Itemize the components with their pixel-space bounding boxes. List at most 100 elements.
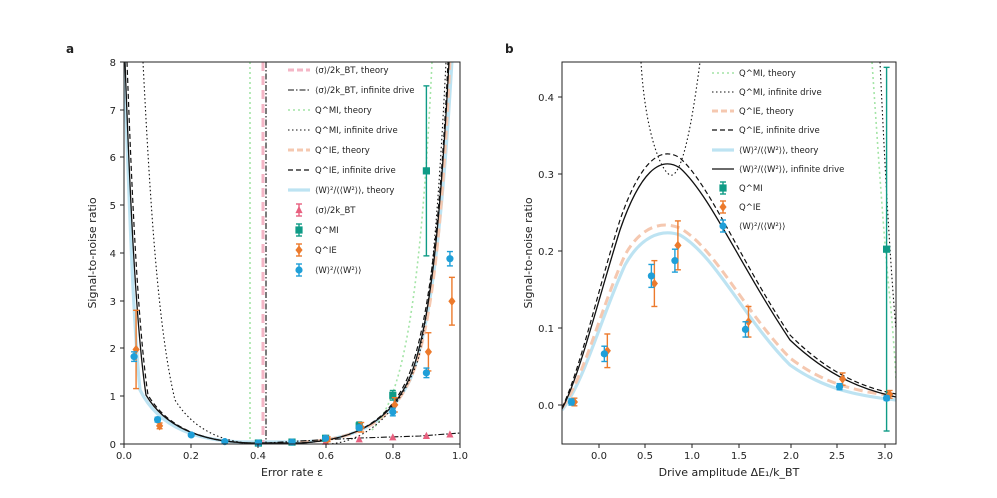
- a-legend-7: ⟨σ⟩/2k_BT: [315, 206, 356, 216]
- a-legend-markers: [295, 203, 303, 277]
- panel-b: b 0.0 0.5: [505, 42, 897, 479]
- a-ytick-6: 6: [110, 153, 116, 164]
- b-legend-4: ⟨W⟩²/⟨⟨W²⟩⟩, theory: [739, 146, 818, 156]
- a-point-0-2: [389, 433, 397, 441]
- panel-a-markers: [130, 85, 456, 447]
- a-point-3-6: [322, 434, 330, 442]
- a-point-2-4: [391, 400, 399, 410]
- b-legend-markers: [719, 181, 727, 233]
- a-legend-3: Q^MI, infinite drive: [315, 126, 398, 136]
- b-ytick-4: 0.4: [538, 93, 554, 104]
- panel-a: a: [66, 42, 468, 479]
- b-point-2-5: [835, 383, 844, 391]
- panel-b-markers: [567, 66, 894, 432]
- b-legend-3: Q^IE, infinite drive: [739, 126, 820, 136]
- b-curve-mi-infinite: [640, 62, 701, 176]
- a-curve-ie-infinite: [126, 62, 449, 444]
- panel-b-y-axis: 0.0 0.1 0.2 0.3 0.4 Signal-to-noise rati…: [522, 93, 562, 412]
- a-point-0-1: [355, 435, 363, 443]
- a-legend-marker-1: [295, 226, 303, 234]
- a-point-3-7: [355, 424, 363, 432]
- a-point-3-8: [389, 408, 397, 416]
- b-point-2-6: [882, 394, 891, 402]
- a-ylabel: Signal-to-noise ratio: [86, 197, 99, 308]
- b-point-2-2: [647, 272, 655, 280]
- a-point-2-6: [448, 296, 456, 306]
- a-xtick-0: 0.0: [116, 451, 132, 462]
- a-xtick-5: 1.0: [452, 451, 468, 462]
- b-xtick-1: 0.5: [637, 451, 653, 462]
- b-curve-ie-theory: [562, 223, 896, 409]
- a-xlabel: Error rate ε: [261, 466, 323, 479]
- b-legend-5: ⟨W⟩²/⟨⟨W²⟩⟩, infinite drive: [739, 165, 844, 175]
- a-point-2-0: [132, 344, 140, 355]
- panel-b-x-axis: 0.0 0.5 1.0 1.5 2.0 2.5 3.0 Drive amplit…: [591, 444, 893, 479]
- panel-a-x-axis: 0.0 0.2 0.4 0.6 0.8 1.0 Error rate ε: [116, 444, 468, 479]
- b-point-2-3: [671, 257, 679, 265]
- a-point-3-9: [422, 369, 430, 377]
- panel-b-label: b: [505, 42, 514, 56]
- a-point-3-10: [446, 255, 454, 263]
- b-legend-1: Q^MI, infinite drive: [739, 88, 822, 98]
- b-point-2-1: [600, 350, 608, 358]
- panel-b-legend: Q^MI, theory Q^MI, infinite drive Q^IE, …: [712, 69, 844, 233]
- panel-b-theory-curves: [562, 62, 896, 411]
- a-legend-9: Q^IE: [315, 246, 337, 256]
- a-ytick-7: 7: [110, 106, 116, 117]
- b-point-1-3: [674, 240, 682, 250]
- a-point-3-1: [154, 416, 162, 424]
- b-legend-2: Q^IE, theory: [739, 107, 794, 117]
- a-ytick-4: 4: [110, 249, 116, 260]
- b-xtick-5: 2.5: [829, 451, 845, 462]
- b-xtick-3: 1.5: [731, 451, 747, 462]
- b-legend-7: Q^IE: [739, 203, 761, 213]
- a-point-3-0: [130, 353, 138, 361]
- b-legend-8: ⟨W⟩²/⟨⟨W²⟩⟩: [739, 222, 785, 232]
- b-legend-6: Q^MI: [739, 184, 763, 194]
- panel-b-frame: [561, 61, 897, 445]
- a-legend-8: Q^MI: [315, 226, 339, 236]
- a-ytick-0: 0: [110, 440, 116, 451]
- panel-a-y-axis: 0 1 2 3 4 5 6 7 8 Signal-to-noise ratio: [86, 58, 124, 451]
- a-legend-10: ⟨W⟩²/⟨⟨W²⟩⟩: [315, 266, 361, 276]
- a-legend-0: ⟨σ⟩/2k_BT, theory: [315, 66, 389, 76]
- b-curve-mi-theory: [871, 62, 896, 381]
- a-ytick-5: 5: [110, 201, 116, 212]
- b-ylabel: Signal-to-noise ratio: [522, 197, 535, 308]
- a-legend-6: ⟨W⟩²/⟨⟨W²⟩⟩, theory: [315, 186, 394, 196]
- b-legend-0: Q^MI, theory: [739, 69, 796, 79]
- b-point-2-4: [741, 325, 750, 333]
- a-xtick-4: 0.8: [385, 451, 401, 462]
- b-ytick-1: 0.1: [538, 324, 554, 335]
- panel-a-theory-curves: [124, 62, 460, 444]
- b-ytick-3: 0.3: [538, 170, 554, 181]
- a-legend-1: ⟨σ⟩/2k_BT, infinite drive: [315, 86, 415, 96]
- a-point-3-5: [288, 438, 296, 446]
- b-point-2-0: [567, 398, 576, 406]
- b-curve-w-theory: [562, 231, 896, 411]
- a-ytick-1: 1: [110, 392, 116, 403]
- a-legend-marker-0: [295, 205, 303, 214]
- b-curve-ie-infinite: [562, 153, 896, 409]
- a-point-3-4: [254, 439, 262, 447]
- b-xtick-6: 3.0: [877, 451, 893, 462]
- panel-a-label: a: [66, 42, 74, 56]
- panel-a-legend: ⟨σ⟩/2k_BT, theory ⟨σ⟩/2k_BT, infinite dr…: [288, 66, 415, 277]
- b-curve-w-infinite: [562, 163, 896, 410]
- a-xtick-2: 0.4: [250, 451, 266, 462]
- b-xlabel: Drive amplitude ΔE₁/k_BT: [659, 466, 800, 479]
- b-xtick-2: 1.0: [684, 451, 700, 462]
- b-curve-mi-infinite-right: [879, 62, 896, 331]
- b-point-1-5: [838, 374, 847, 384]
- a-curve-mi-infinite: [142, 62, 447, 444]
- a-legend-5: Q^IE, infinite drive: [315, 166, 396, 176]
- b-legend-marker-0: [719, 184, 727, 192]
- a-point-2-1: [156, 421, 164, 431]
- b-ytick-0: 0.0: [538, 401, 554, 412]
- a-xtick-1: 0.2: [183, 451, 199, 462]
- b-xtick-4: 2.0: [783, 451, 799, 462]
- b-point-0-0: [882, 245, 891, 253]
- b-point-1-6: [885, 389, 894, 399]
- b-xtick-0: 0.0: [591, 451, 607, 462]
